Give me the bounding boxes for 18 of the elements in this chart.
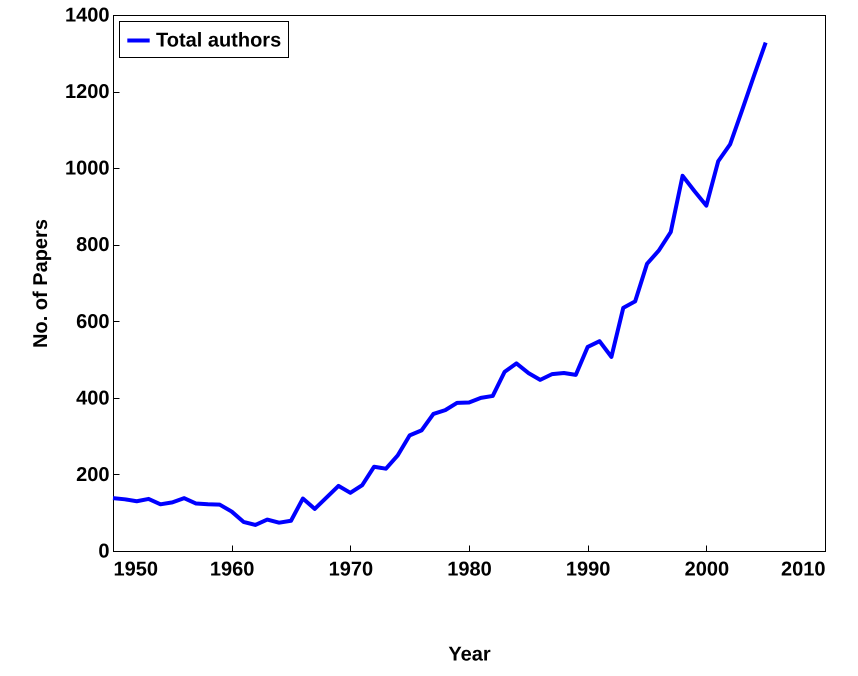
y-tick-label: 1200 (65, 81, 110, 104)
x-tick-label: 1960 (210, 558, 254, 580)
x-axis-title: Year (448, 644, 491, 666)
y-tick-label: 1400 (65, 4, 110, 26)
x-tick-label: 1990 (566, 558, 610, 580)
x-tick-label: 1970 (328, 558, 374, 580)
x-tick-label: 2010 (781, 558, 826, 580)
y-tick-label: 800 (76, 234, 110, 256)
x-tick-label: 1950 (114, 558, 158, 580)
y-tick-label: 400 (76, 387, 110, 410)
x-tick-label: 2000 (684, 558, 730, 580)
legend-label: Total authors (156, 30, 282, 52)
x-tick-label: 1980 (447, 558, 492, 580)
y-tick-label: 600 (76, 310, 110, 333)
y-tick-label: 0 (98, 540, 110, 562)
y-tick-label: 1000 (65, 158, 110, 180)
y-tick-label: 200 (76, 464, 110, 486)
y-axis-title: No. of Papers (30, 219, 52, 348)
